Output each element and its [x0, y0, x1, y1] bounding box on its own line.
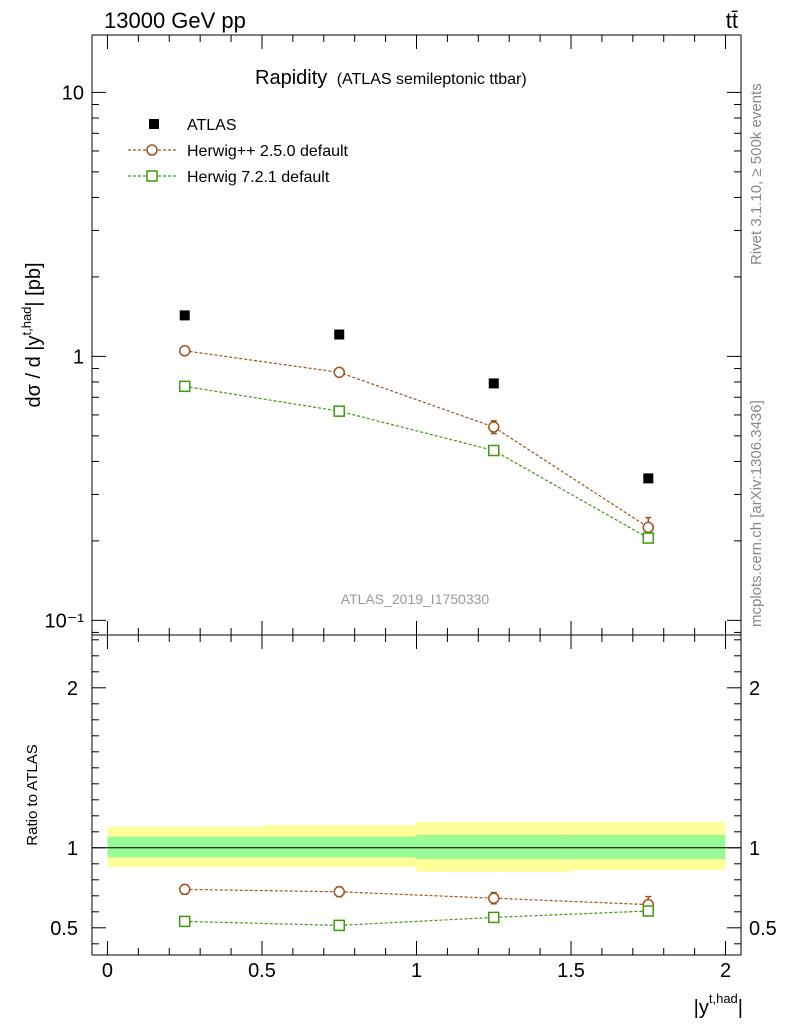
legend-label-atlas: ATLAS [187, 117, 237, 134]
main-series-point [333, 405, 345, 417]
main-series-point [488, 421, 500, 433]
ratio-series-line [184, 888, 649, 906]
main-y-tick-label: 10⁻¹ [45, 610, 85, 632]
band-inner-bin [571, 835, 726, 859]
ratio-series-point [488, 911, 500, 924]
ratio-panel-axes: 0 0.5 1 1.5 2 0.5 0.5 1 1 2 2 [50, 634, 777, 982]
ratio-series-point [178, 915, 191, 928]
x-tick-label: 1 [411, 960, 422, 982]
ratio-ylabel: Ratio to ATLAS [24, 744, 41, 845]
main-panel-series [178, 310, 655, 544]
ratio-y-tick-label: 0.5 [50, 918, 78, 940]
analysis-watermark: ATLAS_2019_I1750330 [341, 591, 490, 607]
legend-label-herwig-new: Herwig 7.2.1 default [187, 169, 330, 186]
plot-title: Rapidity (ATLAS semileptonic ttbar) [255, 67, 527, 89]
rivet-label: Rivet 3.1.10, ≥ 500k events [748, 83, 765, 265]
main-series-line [184, 350, 649, 528]
x-tick-label: 1.5 [557, 960, 585, 982]
ratio-y-tick-label-right: 0.5 [749, 918, 777, 940]
main-series-point [178, 380, 191, 393]
main-series-point [643, 473, 654, 484]
ratio-series-point [333, 886, 345, 898]
legend-marker-atlas [149, 119, 159, 129]
ratio-series-point [333, 919, 345, 932]
x-tick-label: 0.5 [248, 960, 276, 982]
legend-marker-herwig-new [146, 170, 158, 182]
ratio-y-tick-label: 2 [67, 678, 78, 700]
ratio-y-tick-label: 1 [67, 838, 78, 860]
main-y-tick-label: 1 [73, 346, 84, 368]
ratio-series-line [184, 910, 649, 927]
xlabel: |yt,had| [694, 991, 743, 1019]
band-inner-bin [416, 835, 572, 859]
ratio-series-point [642, 905, 655, 917]
main-series-point [334, 329, 345, 340]
x-tick-label: 2 [720, 960, 731, 982]
main-ylabel: dσ / d |yt,had| [pb] [19, 262, 45, 407]
energy-label: 13000 GeV pp [104, 8, 246, 33]
x-tick-label: 0 [102, 960, 113, 982]
plot-title-sub: (ATLAS semileptonic ttbar) [337, 71, 527, 88]
main-series-point [333, 366, 345, 379]
plot-title-main: Rapidity [255, 67, 327, 89]
mcplots-label: mcplots.cern.ch [arXiv:1306.3436] [748, 400, 765, 627]
ratio-y-tick-label-right: 2 [749, 678, 760, 700]
main-panel-axes: 10⁻¹ 1 10 [45, 34, 742, 636]
ratio-series-point [488, 892, 500, 904]
legend: ATLAS Herwig++ 2.5.0 default Herwig 7.2.… [128, 117, 349, 186]
legend-label-herwig-old: Herwig++ 2.5.0 default [187, 143, 349, 160]
legend-marker-herwig-old [146, 144, 158, 156]
main-series-point [642, 532, 655, 544]
main-y-tick-label: 10 [62, 82, 84, 104]
main-series-point [642, 521, 655, 534]
band-inner-bin [261, 836, 417, 858]
process-label: tt̄ [726, 8, 738, 33]
main-series-line [184, 385, 649, 539]
ratio-series-point [178, 883, 191, 896]
band-inner-bin [107, 836, 262, 858]
main-series-point [488, 444, 500, 457]
ratio-panel-series [178, 883, 655, 932]
ratio-uncertainty-bands [107, 822, 726, 872]
ratio-y-tick-label-right: 1 [749, 838, 760, 860]
main-series-point [488, 378, 499, 389]
main-series-point [179, 310, 190, 321]
main-series-point [178, 345, 191, 357]
